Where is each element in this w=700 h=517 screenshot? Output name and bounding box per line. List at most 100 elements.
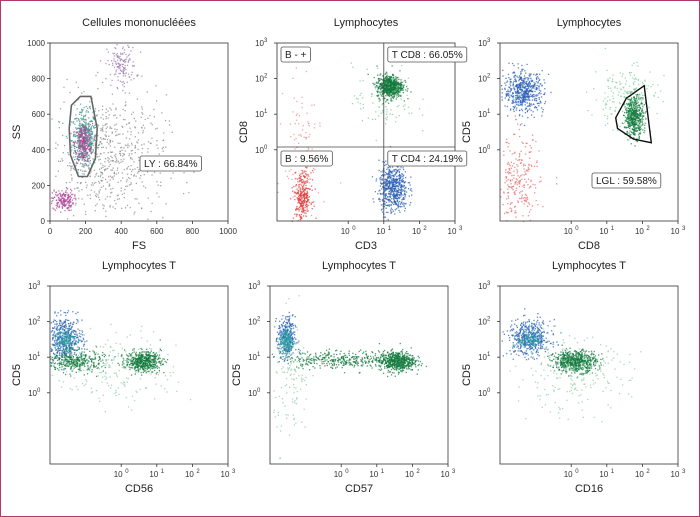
data-point: [76, 157, 79, 159]
data-point: [310, 203, 312, 205]
data-point: [300, 135, 302, 137]
data-point: [379, 83, 381, 86]
data-point: [149, 142, 152, 145]
data-point: [57, 201, 59, 204]
y-axis-label: CD8: [238, 121, 250, 143]
data-point: [66, 200, 68, 202]
data-point: [106, 141, 108, 143]
data-point: [79, 122, 81, 124]
data-point: [511, 153, 513, 155]
data-point: [522, 80, 525, 82]
data-point: [306, 112, 308, 114]
data-point: [395, 203, 398, 206]
data-point: [509, 179, 511, 181]
data-point: [521, 201, 523, 203]
data-point: [395, 208, 398, 210]
data-point: [385, 184, 388, 186]
data-point: [528, 98, 530, 100]
data-point: [84, 150, 86, 153]
data-point: [294, 148, 296, 150]
data-point: [68, 196, 70, 199]
data-point: [633, 96, 635, 98]
data-point: [96, 115, 98, 117]
data-point: [72, 202, 74, 204]
data-point: [387, 166, 389, 168]
data-point: [392, 195, 394, 197]
data-point: [52, 197, 55, 200]
data-point: [87, 165, 89, 167]
data-point: [116, 66, 118, 68]
data-point: [300, 187, 302, 189]
data-point: [72, 329, 74, 331]
data-point: [524, 94, 526, 96]
data-point: [389, 176, 391, 178]
data-point: [636, 113, 638, 115]
data-point: [382, 182, 384, 184]
data-point: [385, 182, 387, 184]
data-point: [86, 152, 88, 154]
data-point: [142, 130, 144, 132]
data-point: [512, 185, 515, 187]
data-point: [387, 175, 389, 177]
data-point: [71, 146, 73, 148]
data-point: [370, 95, 373, 97]
data-point: [90, 151, 92, 153]
data-point: [388, 83, 390, 85]
data-point: [384, 87, 386, 89]
x-axis-label: CD8: [578, 240, 600, 252]
data-point: [610, 113, 612, 115]
data-point: [69, 181, 71, 184]
data-point: [62, 201, 64, 203]
data-point: [64, 355, 66, 357]
data-point: [387, 89, 389, 91]
data-point: [635, 101, 637, 103]
data-point: [528, 75, 530, 77]
data-point: [525, 194, 528, 197]
data-point: [79, 136, 81, 138]
data-point: [528, 82, 530, 84]
data-point: [396, 181, 399, 183]
data-point: [53, 189, 55, 191]
data-point: [122, 53, 124, 55]
data-point: [387, 204, 389, 206]
data-point: [393, 198, 395, 201]
data-point: [531, 79, 534, 82]
data-point: [71, 190, 73, 192]
data-point: [392, 93, 395, 95]
data-point: [403, 185, 406, 187]
data-point: [74, 204, 77, 206]
data-point: [105, 135, 107, 137]
data-point: [90, 128, 92, 130]
data-point: [385, 86, 388, 88]
data-point: [621, 122, 623, 124]
data-point: [86, 154, 88, 156]
data-point: [510, 78, 512, 80]
data-point: [64, 205, 66, 207]
data-point: [86, 136, 88, 139]
data-point: [519, 78, 521, 80]
data-point: [81, 92, 83, 94]
data-point: [385, 183, 387, 185]
data-point: [79, 124, 81, 126]
data-point: [393, 197, 396, 199]
data-point: [130, 133, 132, 136]
data-point: [83, 137, 85, 139]
data-point: [92, 117, 94, 119]
data-point: [112, 64, 114, 66]
data-point: [399, 189, 401, 191]
data-point: [113, 52, 116, 54]
data-point: [313, 205, 315, 207]
data-point: [312, 169, 314, 172]
data-point: [385, 78, 387, 80]
data-point: [124, 73, 126, 75]
data-point: [515, 103, 518, 106]
data-point: [607, 85, 609, 88]
data-point: [389, 92, 391, 94]
data-point: [524, 146, 527, 148]
data-point: [523, 199, 525, 201]
data-point: [640, 128, 642, 130]
data-point: [634, 115, 636, 118]
data-point: [519, 180, 521, 182]
data-point: [505, 93, 507, 95]
data-point: [383, 206, 385, 208]
